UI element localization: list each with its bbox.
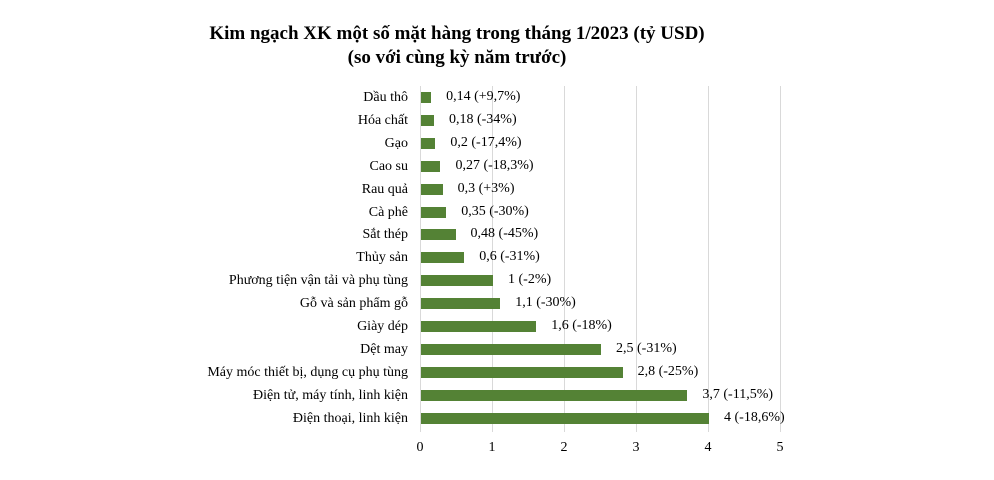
category-label: Gỗ và sản phẩm gỗ [299,296,408,312]
data-label: 0,6 (-31%) [479,249,540,265]
category-label: Gạo [384,135,408,151]
bar [421,206,447,218]
bar [421,114,434,126]
bar [421,252,465,264]
data-label: 0,35 (-30%) [461,203,529,219]
bar [421,137,436,149]
chart-subtitle: (so với cùng kỳ năm trước) [347,47,567,68]
data-label: 0,3 (+3%) [457,180,515,196]
category-label: Phương tiện vận tải và phụ tùng [228,273,408,289]
data-label: 1 (-2%) [508,272,552,288]
data-label: 0,48 (-45%) [470,226,539,242]
x-tick-label: 5 [776,440,784,455]
data-label: 4 (-18,6%) [724,409,785,425]
bar [421,321,537,332]
bar [421,412,709,424]
data-label: 2,5 (-31%) [616,340,677,356]
category-label: Giày dép [357,319,408,334]
data-label: 0,2 (-17,4%) [450,134,522,150]
category-label: Cao su [369,158,409,174]
plot-area [420,86,781,432]
gridline [564,86,565,432]
bar [421,92,432,103]
bar [421,275,493,287]
category-label: Cà phê [368,204,408,220]
bar [421,343,601,355]
category-label: Điện tử, máy tính, linh kiện [253,387,408,403]
bar [421,229,456,241]
x-tick-label: 1 [488,440,496,455]
bar [421,298,501,310]
x-tick-label: 2 [560,440,568,455]
data-label: 0,14 (+9,7%) [446,89,521,104]
bar [421,389,688,401]
gridline [420,86,421,432]
category-label: Máy móc thiết bị, dụng cụ phụ tùng [207,364,408,380]
gridline [492,86,493,432]
data-label: 0,18 (-34%) [448,111,517,127]
bar [421,160,441,172]
gridline [708,86,709,432]
category-label: Thủy sản [356,250,408,266]
data-label: 1,6 (-18%) [551,318,612,333]
data-label: 2,8 (-25%) [637,363,699,379]
category-label: Rau quả [361,181,408,197]
data-label: 1,1 (-30%) [515,295,576,311]
category-label: Dầu thô [363,90,408,105]
category-label: Dệt may [360,341,408,357]
category-label: Điện thoại, linh kiện [292,410,408,426]
x-tick-label: 4 [704,440,712,455]
bar [421,183,443,195]
chart-title: Kim ngạch XK một số mặt hàng trong tháng… [209,23,705,44]
x-tick-label: 0 [416,440,424,455]
category-label: Hóa chất [357,112,408,128]
category-label: Sắt thép [362,227,409,243]
gridline [780,86,781,432]
data-label: 3,7 (-11,5%) [702,386,774,402]
data-label: 0,27 (-18,3%) [455,157,534,173]
x-tick-label: 3 [632,440,640,455]
bar [421,366,623,378]
gridline [636,86,637,432]
